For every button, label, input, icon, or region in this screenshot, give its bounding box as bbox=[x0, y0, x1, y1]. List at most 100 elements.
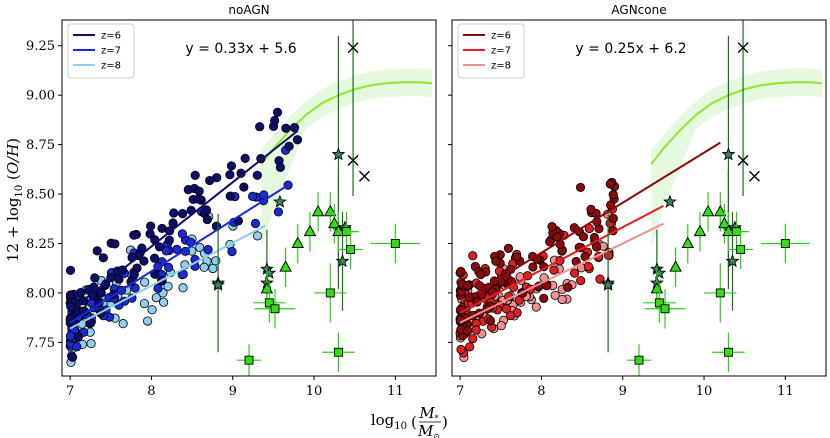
sim-point-z=7 bbox=[247, 191, 258, 201]
sim-point-z=7 bbox=[161, 246, 171, 256]
sim-point-z=7 bbox=[569, 268, 580, 278]
x-axis-label: log10 ( M* M⊙ ) bbox=[371, 404, 448, 438]
sim-point-z=6 bbox=[463, 326, 473, 336]
sim-point-z=8 bbox=[496, 321, 506, 331]
fit-line-z=8 bbox=[69, 224, 266, 330]
sim-point-z=6 bbox=[154, 242, 165, 252]
obs-triangle bbox=[681, 236, 695, 248]
obs-cross bbox=[347, 42, 359, 54]
observed-relation-band bbox=[261, 68, 432, 250]
observed-relation-curve bbox=[260, 81, 433, 165]
sim-point-z=7 bbox=[153, 283, 163, 293]
sim-point-z=8 bbox=[147, 305, 157, 315]
sim-point-z=6 bbox=[164, 235, 174, 245]
sim-point-z=8 bbox=[163, 281, 173, 291]
obs-triangle bbox=[722, 224, 735, 237]
sim-point-z=7 bbox=[471, 325, 481, 335]
y-tick-label: 8.25 bbox=[26, 237, 55, 252]
panel-title: noAGN bbox=[228, 3, 269, 17]
sim-point-z=8 bbox=[178, 283, 188, 293]
svg-text:M⊙: M⊙ bbox=[417, 422, 440, 438]
sim-point-z=8 bbox=[158, 297, 169, 307]
obs-star bbox=[721, 147, 736, 161]
sim-point-z=8 bbox=[151, 293, 161, 303]
sim-point-z=7 bbox=[583, 261, 594, 272]
sim-point-z=7 bbox=[177, 229, 187, 239]
sim-point-z=8 bbox=[143, 316, 153, 326]
sim-point-z=6 bbox=[512, 252, 522, 262]
sim-point-z=6 bbox=[84, 284, 94, 295]
sim-point-z=6 bbox=[145, 229, 155, 239]
sim-point-z=7 bbox=[273, 207, 283, 217]
sim-point-z=6 bbox=[545, 237, 555, 247]
obs-triangle bbox=[279, 260, 292, 272]
obs-star bbox=[262, 265, 277, 280]
axes-frame bbox=[451, 19, 827, 377]
legend-label: z=8 bbox=[101, 61, 121, 72]
obs-square bbox=[660, 304, 670, 314]
sim-point-z=6 bbox=[476, 269, 486, 280]
sim-point-z=8 bbox=[195, 242, 205, 252]
legend-label: z=7 bbox=[101, 46, 121, 57]
sim-point-z=6 bbox=[226, 161, 237, 171]
sim-point-z=6 bbox=[194, 194, 204, 204]
sim-point-z=6 bbox=[539, 293, 549, 303]
sim-point-z=6 bbox=[168, 218, 178, 228]
legend-label: z=7 bbox=[491, 46, 511, 57]
fit-line-z=7 bbox=[459, 205, 664, 314]
sim-point-z=6 bbox=[190, 170, 200, 180]
obs-cross bbox=[748, 170, 760, 182]
sim-point-z=6 bbox=[149, 253, 160, 263]
svg-text:M*: M* bbox=[418, 404, 438, 423]
sim-point-z=6 bbox=[272, 107, 283, 117]
obs-star bbox=[331, 147, 346, 161]
sim-point-z=7 bbox=[468, 334, 478, 344]
obs-cross bbox=[347, 154, 359, 166]
sim-point-z=7 bbox=[72, 342, 82, 352]
sim-point-z=8 bbox=[118, 319, 128, 329]
sim-point-z=6 bbox=[67, 352, 78, 362]
sim-point-z=6 bbox=[92, 246, 102, 256]
obs-triangle bbox=[701, 204, 715, 217]
obs-triangle bbox=[291, 236, 305, 248]
sim-point-z=6 bbox=[275, 162, 285, 172]
sim-point-z=7 bbox=[203, 245, 213, 255]
sim-point-z=6 bbox=[586, 204, 596, 214]
sim-point-z=6 bbox=[129, 270, 139, 280]
sim-point-z=6 bbox=[608, 213, 618, 224]
sim-point-z=7 bbox=[227, 246, 237, 257]
y-tick-label: 7.75 bbox=[26, 336, 55, 351]
sim-point-z=6 bbox=[205, 175, 215, 186]
obs-cross bbox=[358, 170, 370, 182]
sim-point-z=6 bbox=[146, 221, 156, 231]
obs-triangle bbox=[303, 224, 317, 237]
sim-point-z=6 bbox=[456, 266, 466, 277]
obs-triangle bbox=[718, 216, 731, 229]
x-tick-label: 10 bbox=[696, 384, 713, 399]
sim-point-z=6 bbox=[252, 170, 262, 180]
obs-square bbox=[736, 244, 746, 254]
sim-point-z=6 bbox=[169, 208, 179, 218]
sim-point-z=7 bbox=[163, 262, 174, 272]
sim-point-z=6 bbox=[491, 256, 501, 266]
panel-agncone: AGNcone y = 0.25x + 6.2 7 8 9 10 11 z=6 z=7 z=8 bbox=[448, 3, 827, 399]
obs-square bbox=[723, 347, 733, 357]
obs-square bbox=[715, 288, 725, 298]
obs-triangle bbox=[324, 204, 337, 217]
sim-point-z=6 bbox=[73, 332, 83, 342]
legend-label: z=6 bbox=[491, 31, 511, 42]
obs-star bbox=[725, 254, 740, 268]
fit-equation: y = 0.25x + 6.2 bbox=[575, 41, 686, 57]
obs-square bbox=[732, 227, 742, 237]
sim-point-z=6 bbox=[225, 170, 235, 180]
sim-point-z=6 bbox=[463, 280, 473, 290]
sim-point-z=8 bbox=[557, 294, 567, 305]
x-tick-label: 8 bbox=[147, 384, 155, 399]
obs-square bbox=[346, 244, 356, 254]
sim-point-z=6 bbox=[98, 253, 108, 263]
sim-point-z=6 bbox=[575, 182, 586, 193]
sim-point-z=6 bbox=[90, 273, 100, 283]
sim-point-z=6 bbox=[177, 209, 188, 219]
svg-text:(: ( bbox=[411, 413, 417, 431]
sim-point-z=6 bbox=[139, 256, 149, 266]
